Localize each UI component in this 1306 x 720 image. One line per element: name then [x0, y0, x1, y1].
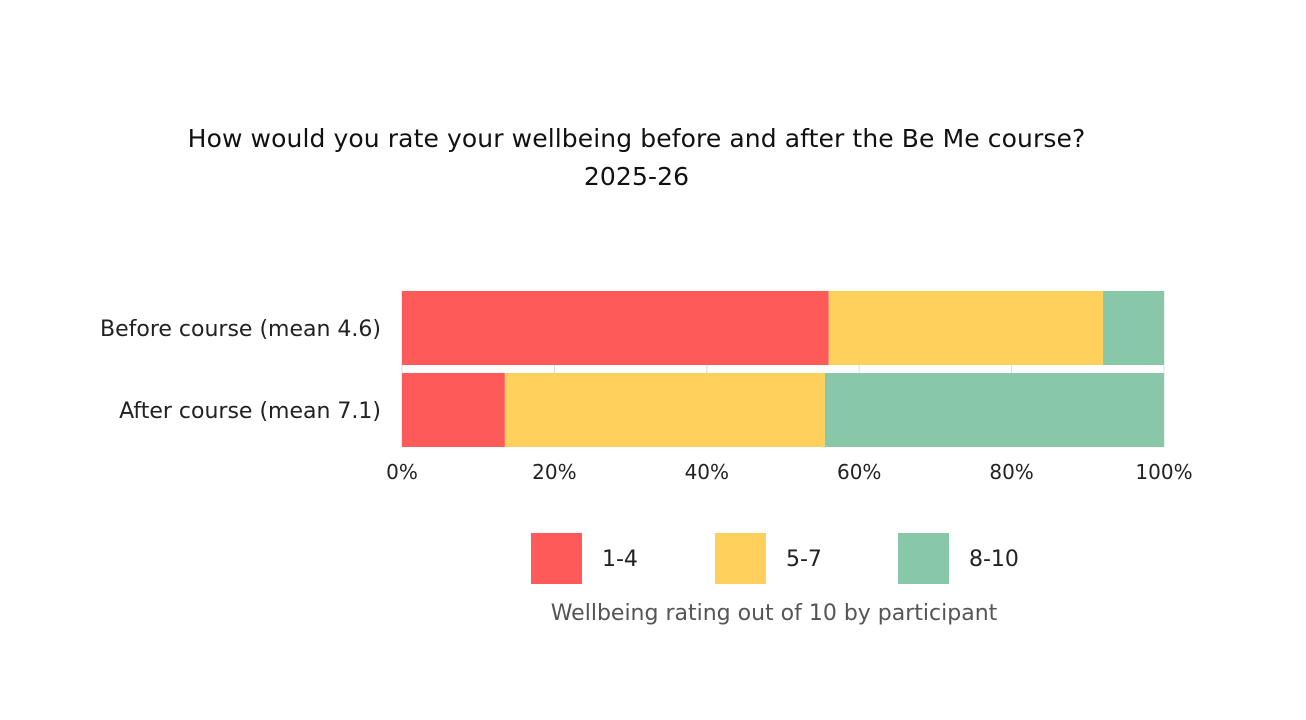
- x-tick-label: 60%: [837, 460, 881, 484]
- legend-swatch: [715, 533, 766, 584]
- bar-after-series-2: [824, 373, 1164, 447]
- x-tick-label: 80%: [989, 460, 1033, 484]
- legend-label: 8-10: [969, 547, 1019, 572]
- bar-before-series-2: [1103, 291, 1164, 365]
- x-tick-label: 20%: [532, 460, 576, 484]
- category-label: After course (mean 7.1): [119, 399, 381, 424]
- legend-label: 1-4: [602, 547, 638, 572]
- legend-label: 5-7: [786, 547, 822, 572]
- chart-subtitle: 2025-26: [583, 162, 690, 191]
- legend-title: Wellbeing rating out of 10 by participan…: [551, 601, 998, 626]
- x-tick-label: 40%: [685, 460, 729, 484]
- chart-title: How would you rate your wellbeing before…: [187, 124, 1086, 153]
- x-tick-label: 0%: [386, 460, 418, 484]
- bar-after-series-0: [402, 373, 505, 447]
- legend-swatch: [898, 533, 949, 584]
- bar-after-series-1: [504, 373, 825, 447]
- bar-before-series-0: [402, 291, 829, 365]
- bar-before-series-1: [828, 291, 1104, 365]
- category-label: Before course (mean 4.6): [100, 317, 381, 342]
- legend-swatch: [531, 533, 582, 584]
- x-tick-label: 100%: [1135, 460, 1192, 484]
